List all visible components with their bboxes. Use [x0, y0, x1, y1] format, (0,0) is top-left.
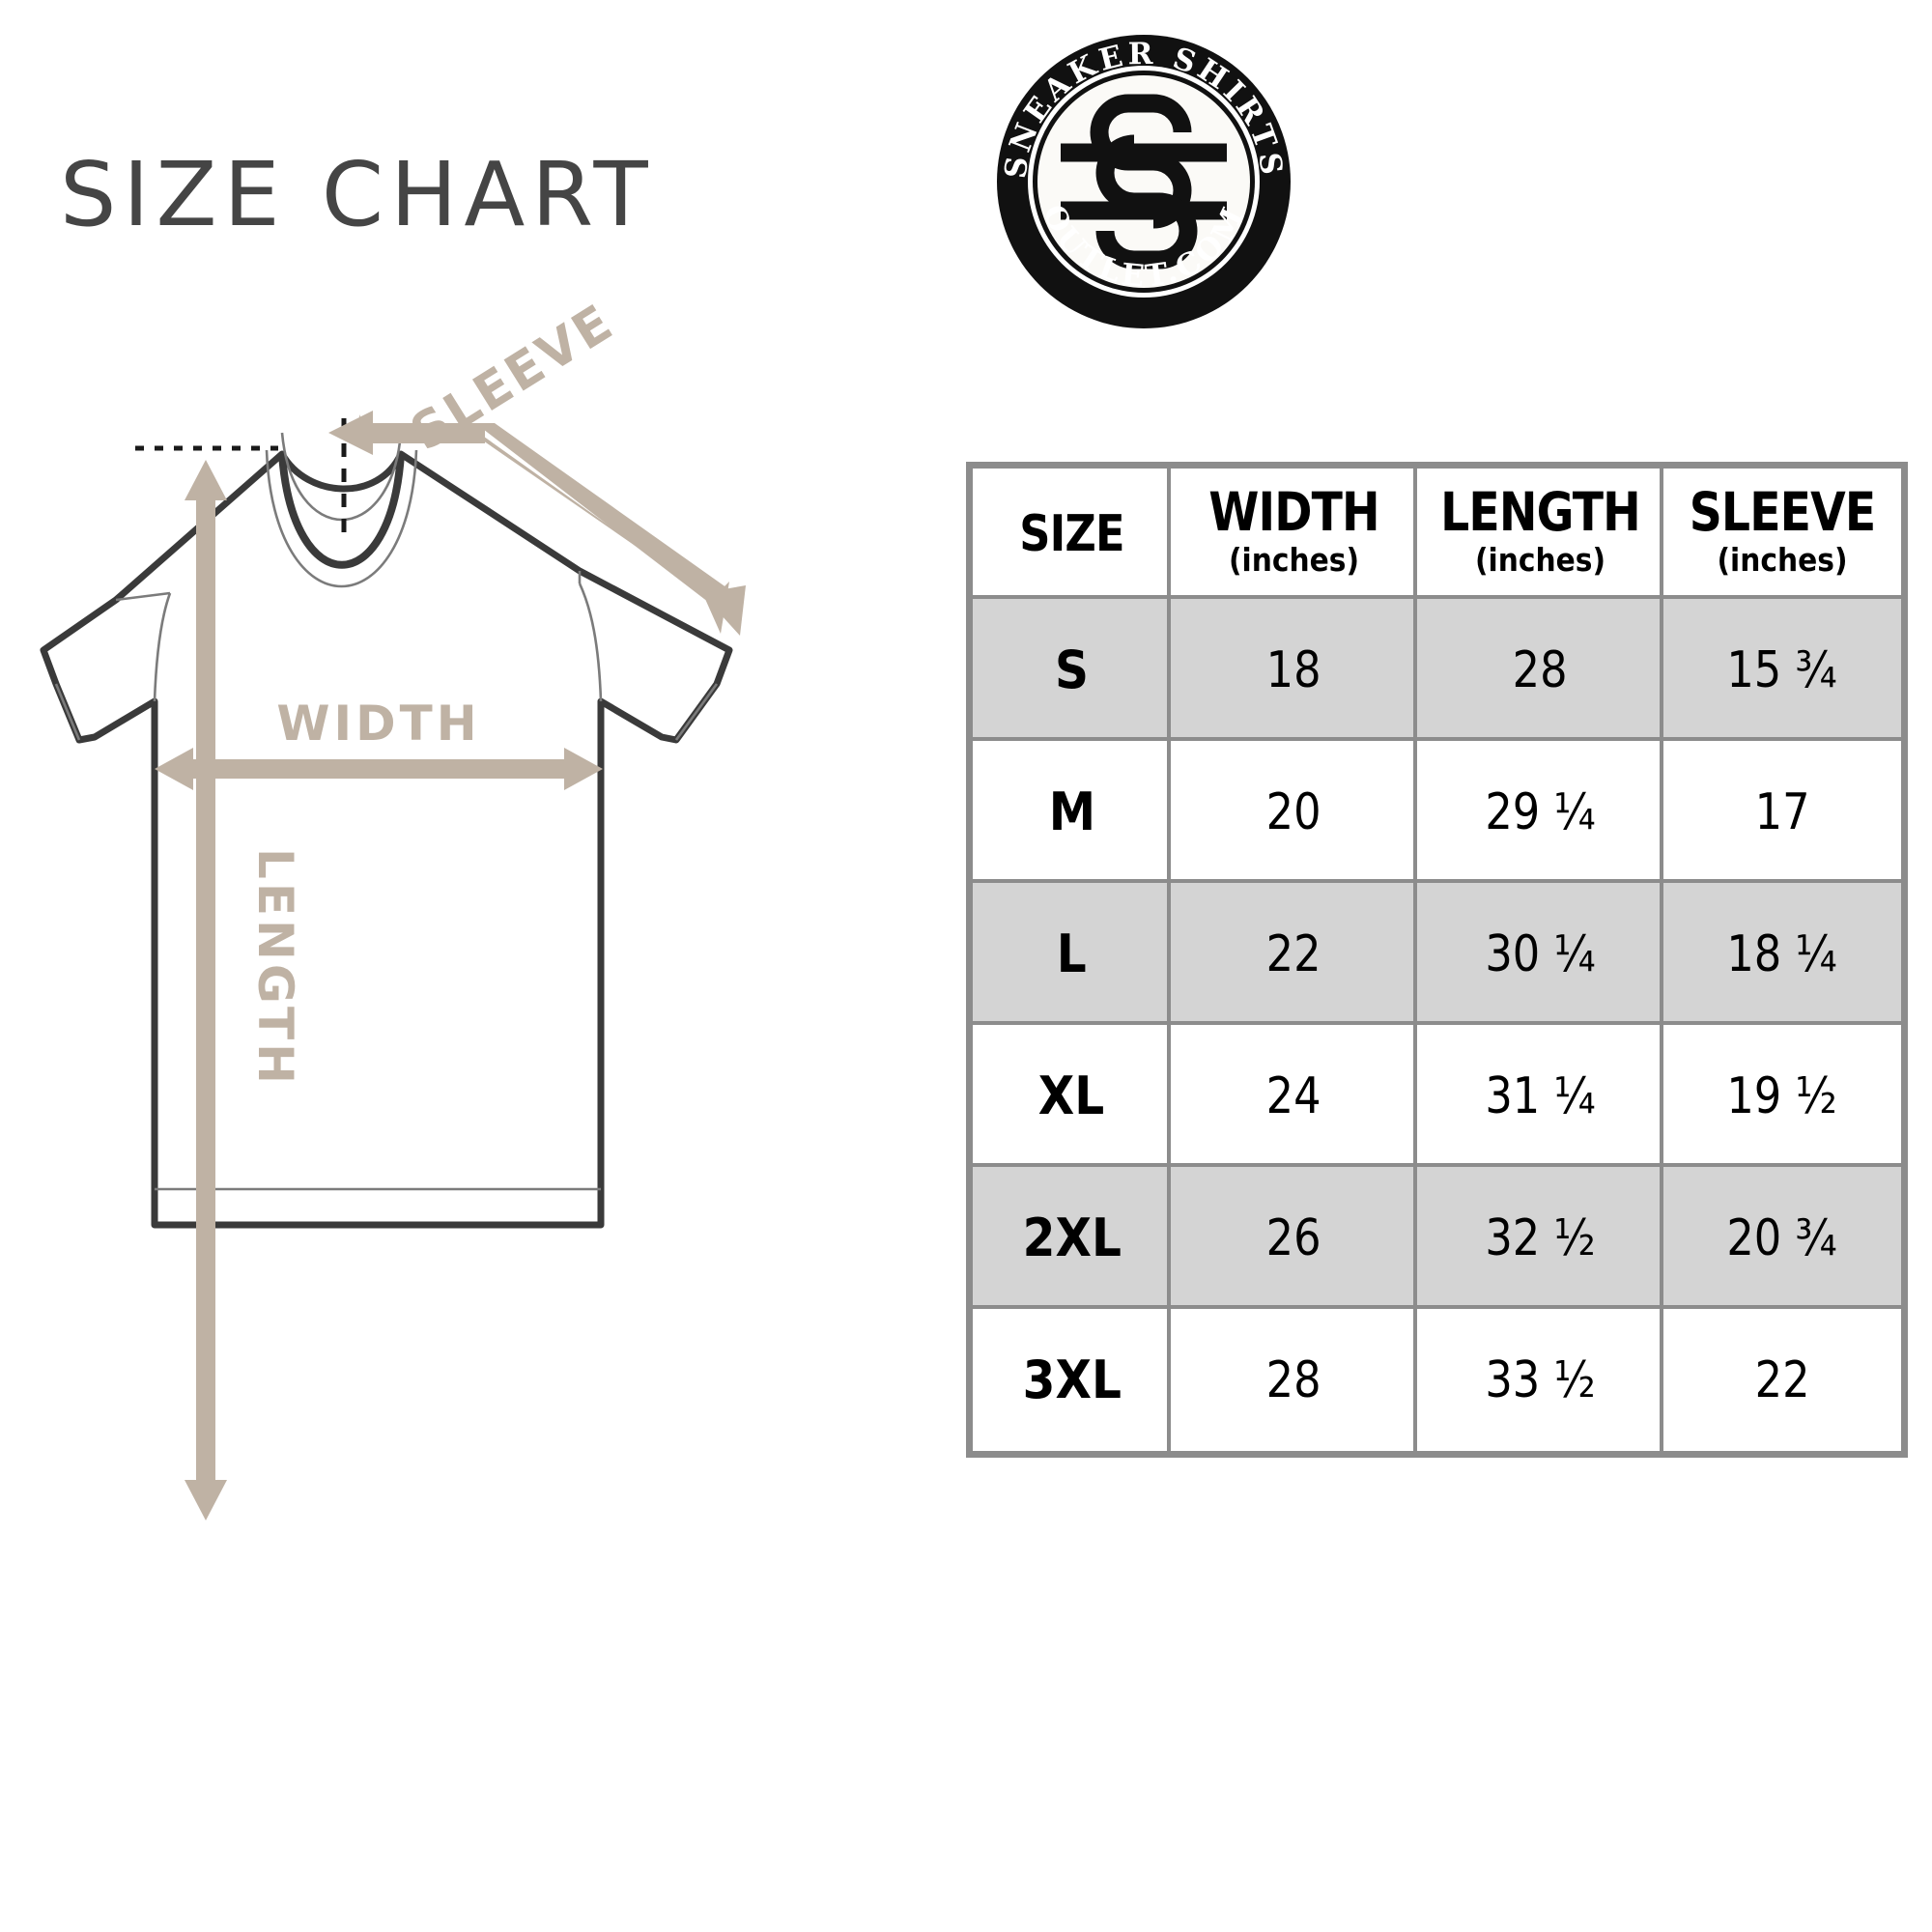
cell-length-value: 33 ½: [1485, 1350, 1596, 1409]
cell-width-value: 22: [1266, 924, 1321, 983]
column-header-size-label: SIZE: [1019, 504, 1124, 563]
cell-size: L: [973, 883, 1171, 1025]
cell-sleeve-value: 17: [1754, 782, 1810, 841]
cell-size-value: L: [1057, 923, 1087, 984]
cell-sleeve-value: 19 ½: [1726, 1066, 1838, 1125]
table-row: XL 24 31 ¼ 19 ½: [973, 1025, 1901, 1167]
column-header-length: LENGTH (inches): [1417, 469, 1663, 599]
cell-size-value: 2XL: [1022, 1208, 1122, 1268]
column-header-length-unit: (inches): [1474, 540, 1606, 579]
cell-sleeve: 17: [1663, 741, 1901, 883]
column-header-sleeve-unit: (inches): [1717, 540, 1848, 579]
cell-sleeve: 15 ¾: [1663, 599, 1901, 741]
cell-length-value: 32 ½: [1485, 1208, 1596, 1267]
cell-width-value: 18: [1266, 640, 1321, 699]
cell-sleeve: 18 ¼: [1663, 883, 1901, 1025]
width-measure-arrow: [155, 748, 603, 790]
length-label: LENGTH: [247, 848, 303, 1088]
cell-size-value: S: [1054, 639, 1090, 700]
logo-monogram: [1061, 94, 1227, 270]
cell-size-value: XL: [1038, 1065, 1105, 1126]
cell-length: 28: [1417, 599, 1663, 741]
cell-sleeve: 20 ¾: [1663, 1167, 1901, 1309]
table-row: 3XL 28 33 ½ 22: [973, 1309, 1901, 1451]
table-header-row: SIZE WIDTH (inches) LENGTH (inches) SLEE…: [973, 469, 1901, 599]
page-title: SIZE CHART: [60, 143, 655, 246]
cell-sleeve-value: 15 ¾: [1726, 640, 1838, 699]
cell-sleeve-value: 22: [1754, 1350, 1810, 1409]
cell-width-value: 20: [1266, 782, 1321, 841]
column-header-width-unit: (inches): [1228, 540, 1360, 579]
table-row: M 20 29 ¼ 17: [973, 741, 1901, 883]
cell-sleeve-value: 18 ¼: [1726, 924, 1838, 983]
cell-size-value: 3XL: [1022, 1350, 1122, 1410]
cell-width-value: 26: [1266, 1208, 1321, 1267]
cell-sleeve: 19 ½: [1663, 1025, 1901, 1167]
table-row: 2XL 26 32 ½ 20 ¾: [973, 1167, 1901, 1309]
table-body: S 18 28 15 ¾ M 20 29 ¼ 17 L 22 30 ¼ 18 ¼ XL 24 31 ¼ 19 …: [973, 599, 1901, 1451]
cell-size: S: [973, 599, 1171, 741]
cell-width: 22: [1171, 883, 1417, 1025]
cell-width: 20: [1171, 741, 1417, 883]
cell-sleeve: 22: [1663, 1309, 1901, 1451]
sleeve-measure-arrow: [328, 411, 746, 636]
size-chart-table: SIZE WIDTH (inches) LENGTH (inches) SLEE…: [966, 462, 1908, 1458]
column-header-size: SIZE: [973, 469, 1171, 599]
cell-width-value: 28: [1266, 1350, 1321, 1409]
column-header-width-label: WIDTH: [1208, 480, 1379, 543]
cell-width-value: 24: [1266, 1066, 1321, 1125]
cell-width: 24: [1171, 1025, 1417, 1167]
cell-width: 26: [1171, 1167, 1417, 1309]
tshirt-outline: [40, 432, 733, 1229]
size-chart-table-container: SIZE WIDTH (inches) LENGTH (inches) SLEE…: [966, 462, 1908, 1458]
cell-length: 30 ¼: [1417, 883, 1663, 1025]
cell-size: 2XL: [973, 1167, 1171, 1309]
width-label: WIDTH: [276, 696, 480, 752]
cell-size: M: [973, 741, 1171, 883]
cell-size-value: M: [1048, 781, 1095, 842]
column-header-sleeve: SLEEVE (inches): [1663, 469, 1901, 599]
cell-length-value: 29 ¼: [1485, 782, 1596, 841]
cell-length-value: 31 ¼: [1485, 1066, 1596, 1125]
column-header-length-label: LENGTH: [1440, 480, 1641, 543]
cell-length: 32 ½: [1417, 1167, 1663, 1309]
length-measure-arrow: [185, 460, 227, 1520]
table-row: L 22 30 ¼ 18 ¼: [973, 883, 1901, 1025]
cell-length-value: 28: [1513, 640, 1568, 699]
cell-length: 29 ¼: [1417, 741, 1663, 883]
cell-length: 31 ¼: [1417, 1025, 1663, 1167]
cell-width: 18: [1171, 599, 1417, 741]
brand-logo: SNEAKER SHIRTS OUTLET.COM: [993, 31, 1294, 332]
table-row: S 18 28 15 ¾: [973, 599, 1901, 741]
cell-length-value: 30 ¼: [1485, 924, 1596, 983]
cell-length: 33 ½: [1417, 1309, 1663, 1451]
column-header-width: WIDTH (inches): [1171, 469, 1417, 599]
tshirt-measurement-diagram: SLEEVE WIDTH LENGTH: [0, 293, 773, 1582]
cell-width: 28: [1171, 1309, 1417, 1451]
cell-sleeve-value: 20 ¾: [1726, 1208, 1838, 1267]
cell-size: XL: [973, 1025, 1171, 1167]
column-header-sleeve-label: SLEEVE: [1689, 480, 1876, 543]
cell-size: 3XL: [973, 1309, 1171, 1451]
